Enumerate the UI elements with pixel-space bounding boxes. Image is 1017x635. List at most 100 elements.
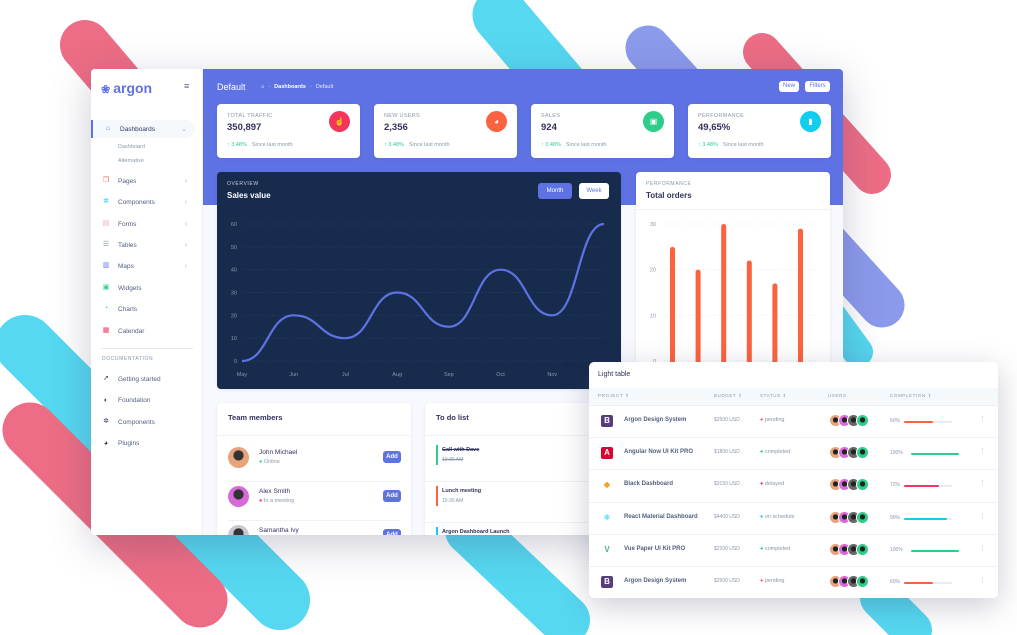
home-icon[interactable]: ⌂ [261, 84, 265, 90]
doc-item-plugins[interactable]: ◕ Plugins [91, 435, 195, 453]
completion-value: 72% [890, 482, 901, 489]
doc-item-foundation[interactable]: ◐ Foundation [91, 392, 195, 410]
sidebar-item-maps[interactable]: ▥ Maps › [91, 257, 195, 275]
add-button[interactable]: Add [383, 451, 401, 463]
sidebar-item-label: Maps [118, 262, 134, 270]
avatar[interactable] [856, 478, 869, 492]
breadcrumb-dashboards[interactable]: Dashboards [274, 84, 306, 90]
project-name[interactable]: React Material Dashboard [624, 513, 698, 520]
sidebar-item-calendar[interactable]: ▦ Calendar [91, 322, 195, 340]
sidebar-item-label: Tables [118, 241, 137, 249]
column-header[interactable]: STATUS ⇕ [760, 393, 787, 398]
todo-item[interactable]: Lunch meeting 10:30 AM [425, 486, 625, 526]
completion-progress [911, 453, 959, 456]
change-value: ↑ 3.48% [227, 142, 247, 148]
sidebar-item-charts[interactable]: ◔ Charts [91, 300, 195, 318]
new-button[interactable]: New [779, 81, 799, 92]
more-vertical-icon[interactable]: ⋮ [979, 577, 986, 584]
bar [695, 269, 701, 366]
doc-item-label: Foundation [118, 397, 151, 404]
sales-line-chart: 0 10 20 30 40 50 60 May Jun Jul Aug Sep Oct Nov [231, 222, 605, 378]
hamburger-icon[interactable]: ≡ [184, 81, 190, 91]
sidebar-item-forms[interactable]: ▤ Forms › [91, 215, 195, 233]
since-text: Since last month [722, 142, 764, 148]
arrow-up-icon: ↑ [384, 142, 389, 148]
sidebar-item-components[interactable]: ✲ Components › [91, 193, 195, 211]
stat-label: TOTAL TRAFFIC [227, 113, 273, 119]
project-name[interactable]: Black Dashboard [624, 481, 674, 488]
sidebar-item-label: Charts [118, 305, 138, 313]
avatar[interactable] [856, 510, 869, 524]
sidebar-subitem-alternative[interactable]: Alternative [118, 158, 144, 164]
spaceship-icon: ➚ [103, 375, 109, 382]
column-header[interactable]: BUDGET ⇕ [714, 393, 743, 398]
user-avatars [829, 446, 869, 460]
avatar[interactable] [856, 414, 869, 427]
status-badge: ● on schedule [760, 514, 795, 520]
sidebar-item-widgets[interactable]: ▣ Widgets [91, 279, 195, 297]
todo-item[interactable]: Call with Dave 10:30 AM [425, 445, 625, 485]
stat-footer: ↑ 3.48% Since last month [384, 142, 450, 148]
y-tick-label: 50 [231, 245, 237, 251]
status-dot-icon: ● [760, 449, 765, 456]
stat-label: SALES [541, 113, 561, 119]
change-value: ↑ 3.48% [541, 142, 561, 148]
doc-item-label: Components [118, 418, 155, 426]
chart-pie-icon: ◕ [103, 439, 109, 447]
status-badge: ● pending [760, 578, 784, 584]
project-name[interactable]: Argon Design System [624, 578, 687, 584]
todo-title: Argon Dashboard Launch [442, 529, 510, 535]
column-header[interactable]: COMPLETION ⇕ [890, 393, 932, 398]
filters-button[interactable]: Filters [805, 81, 830, 92]
table-header [589, 388, 998, 405]
month-tab[interactable]: Month [538, 183, 572, 199]
sketch-icon: ◆ [603, 480, 611, 490]
add-button[interactable]: Add [383, 490, 401, 502]
sidebar-subitem-dashboard[interactable]: Dashboard [118, 144, 145, 150]
x-tick-label: Nov [547, 372, 557, 378]
avatar [228, 447, 249, 468]
light-table-card: Light table PROJECT ⇕ BUDGET ⇕ STATUS ⇕ USE… [589, 362, 998, 598]
more-vertical-icon[interactable]: ⋮ [979, 512, 986, 520]
user-avatars [829, 575, 869, 588]
add-button[interactable]: Add [383, 529, 401, 535]
column-header[interactable]: PROJECT ⇕ [598, 393, 630, 398]
avatar[interactable] [856, 542, 869, 556]
project-name[interactable]: Vue Paper UI Kit PRO [624, 545, 686, 552]
avatar[interactable] [856, 575, 869, 588]
more-vertical-icon[interactable]: ⋮ [979, 448, 986, 456]
hand-pointer-icon: ☝ [329, 111, 350, 132]
card-title: Total orders [646, 191, 692, 200]
sidebar-item-pages[interactable]: ❐ Pages › [91, 172, 195, 190]
todo-item[interactable]: Argon Dashboard Launch [425, 527, 625, 535]
brand-logo[interactable]: ❀ argon [101, 80, 152, 96]
chevron-right-icon: › [184, 198, 187, 206]
status-badge: ● completed [760, 449, 790, 455]
vue-icon: V [604, 544, 610, 554]
more-vertical-icon[interactable]: ⋮ [979, 544, 986, 552]
week-tab[interactable]: Week [579, 183, 609, 199]
project-name[interactable]: Argon Design System [624, 417, 687, 423]
todo-color-bar [436, 486, 438, 506]
sidebar-item-tables[interactable]: ☰ Tables › [91, 236, 195, 254]
more-vertical-icon[interactable]: ⋮ [979, 416, 986, 423]
status-dot-icon: ● [760, 513, 765, 520]
project-name[interactable]: Angular Now UI Kit PRO [624, 449, 693, 456]
status-badge: ● completed [760, 546, 790, 552]
budget: $2200 USD [714, 545, 740, 552]
sidebar-item-dashboards[interactable]: ⌂ Dashboards ⌄ [91, 120, 195, 138]
status-text: delayed [764, 481, 785, 488]
budget: $2500 USD [714, 417, 740, 423]
since-text: Since last month [565, 142, 607, 148]
doc-item-getting-started[interactable]: ➚ Getting started [91, 370, 195, 388]
status-text: pending [764, 578, 785, 584]
pages-icon: ❐ [102, 177, 110, 184]
status-dot-icon: ● [760, 481, 765, 488]
table-row: V Vue Paper UI Kit PRO $2200 USD ● complete… [589, 533, 998, 566]
status-text: Online [263, 459, 280, 465]
more-vertical-icon[interactable]: ⋮ [979, 480, 986, 488]
avatar[interactable] [856, 446, 869, 460]
doc-item-components[interactable]: ✲ Components [91, 413, 195, 431]
progress-fill [904, 517, 948, 520]
bar [772, 283, 778, 366]
